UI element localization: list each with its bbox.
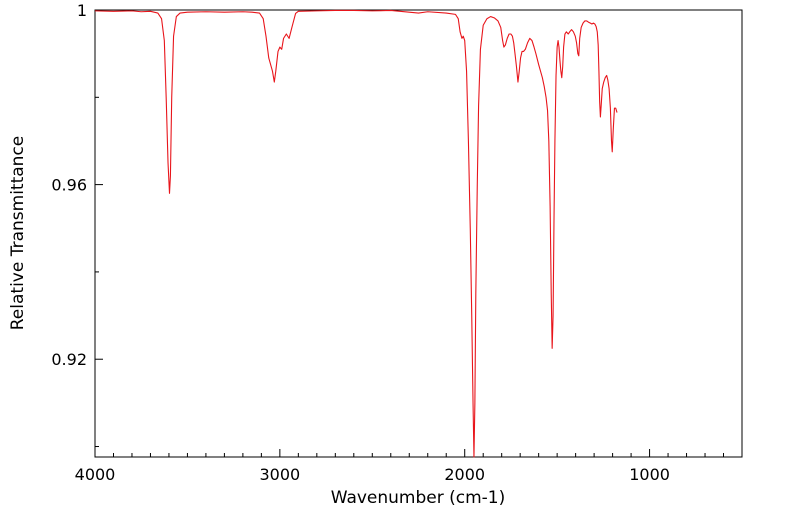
y-tick-label: 1 <box>77 1 87 20</box>
x-tick-labels: 4000 3000 2000 1000 <box>75 465 670 484</box>
x-axis-title: Wavenumber (cm-1) <box>331 488 506 508</box>
plot-frame <box>94 9 743 458</box>
y-tick-label: 0.96 <box>51 176 87 195</box>
series-group <box>94 9 618 458</box>
y-axis-title: Relative Transmittance <box>8 136 28 331</box>
x-tick-label: 4000 <box>75 465 116 484</box>
x-tick-label: 1000 <box>629 465 670 484</box>
minor-ticks <box>95 96 725 457</box>
y-tick-label: 0.92 <box>51 350 87 369</box>
major-ticks <box>94 9 651 457</box>
spectrum-line <box>94 9 618 458</box>
y-tick-labels: 1 0.96 0.92 <box>51 1 87 369</box>
x-tick-label: 2000 <box>444 465 485 484</box>
x-tick-label: 3000 <box>259 465 300 484</box>
